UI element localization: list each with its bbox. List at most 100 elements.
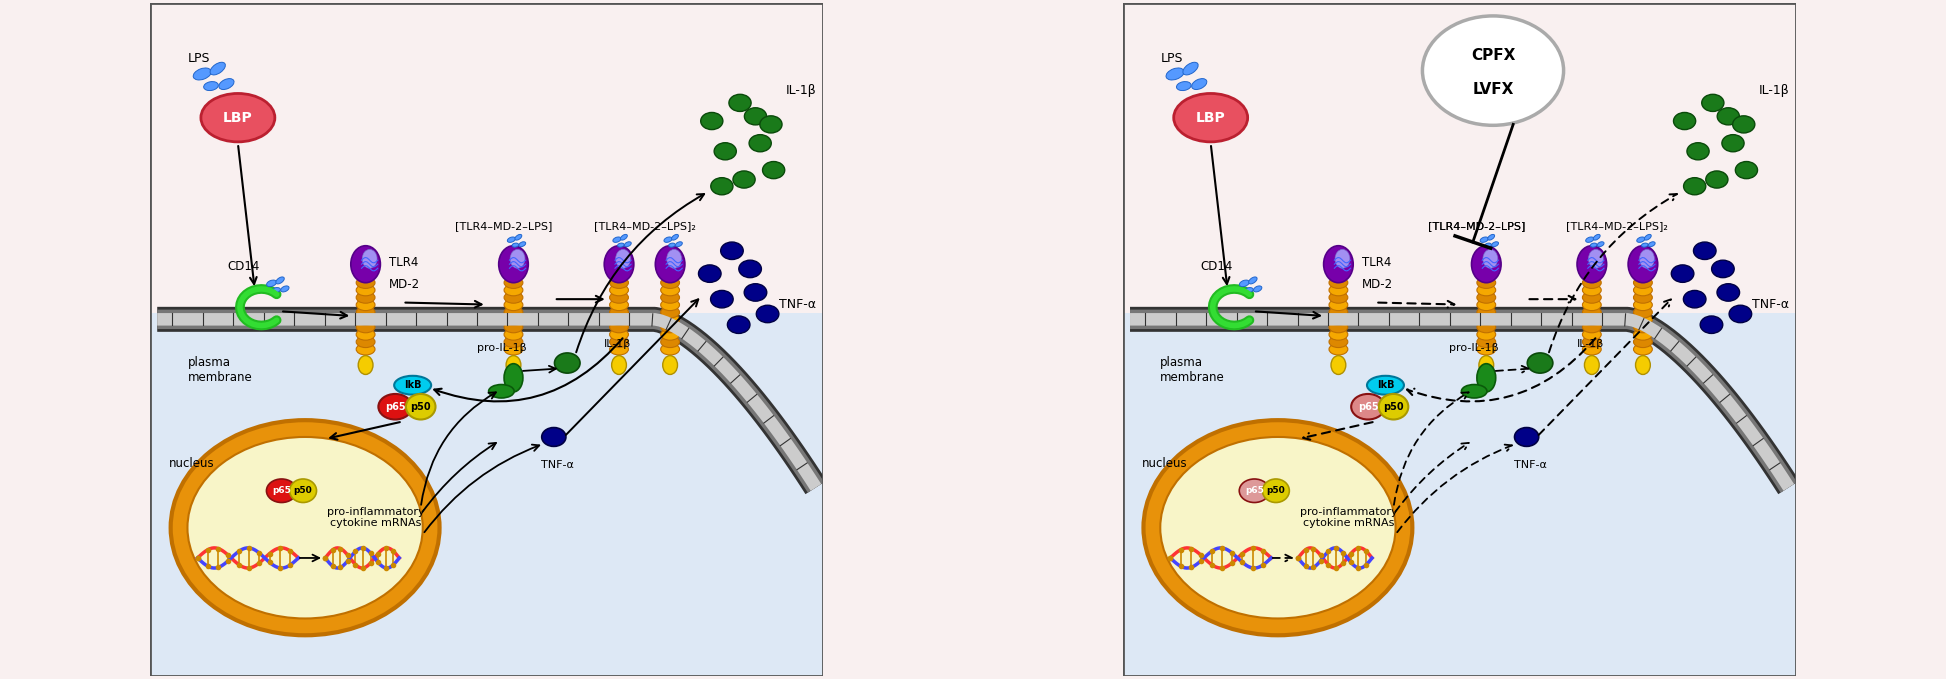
Ellipse shape [356,299,376,310]
Text: p50: p50 [294,486,313,495]
Ellipse shape [1461,384,1487,398]
Ellipse shape [1493,242,1498,246]
Text: p65: p65 [385,402,405,411]
Ellipse shape [1481,237,1489,242]
Ellipse shape [356,306,376,318]
Text: [TLR4–MD‑2–LPS]₂: [TLR4–MD‑2–LPS]₂ [594,221,695,232]
Ellipse shape [1594,234,1600,240]
Ellipse shape [272,287,280,293]
Ellipse shape [763,162,784,179]
Text: pro-inflammatory
cytokine mRNAs: pro-inflammatory cytokine mRNAs [327,507,424,528]
Text: p50: p50 [1267,486,1284,495]
Ellipse shape [508,237,516,242]
Ellipse shape [358,356,374,374]
Ellipse shape [1329,314,1349,325]
Ellipse shape [504,277,523,289]
Ellipse shape [1674,113,1695,130]
Ellipse shape [662,277,679,289]
Ellipse shape [510,249,525,268]
Ellipse shape [662,306,679,318]
Ellipse shape [1582,292,1602,304]
Bar [1123,3,1796,326]
Text: [TLR4–MD‑2–LPS]₂: [TLR4–MD‑2–LPS]₂ [1567,221,1668,232]
Ellipse shape [504,364,523,392]
Ellipse shape [395,375,432,394]
Ellipse shape [1701,94,1724,111]
Ellipse shape [1245,287,1253,293]
Ellipse shape [609,314,629,325]
Ellipse shape [1633,329,1652,340]
Ellipse shape [1329,299,1349,310]
Ellipse shape [1722,134,1744,152]
Ellipse shape [1191,79,1207,90]
Ellipse shape [356,285,376,296]
Ellipse shape [1477,285,1496,296]
Ellipse shape [1693,242,1716,259]
Ellipse shape [662,285,679,296]
Text: p65: p65 [1245,486,1263,495]
Ellipse shape [662,344,679,355]
Text: p65: p65 [272,486,292,495]
Ellipse shape [1329,285,1349,296]
Ellipse shape [669,243,675,247]
Ellipse shape [664,356,677,374]
Ellipse shape [1582,277,1602,289]
Ellipse shape [1329,321,1349,333]
Ellipse shape [512,243,520,247]
Bar [150,3,823,326]
Ellipse shape [504,321,523,333]
Ellipse shape [504,344,523,355]
Text: IL-1β: IL-1β [786,84,817,97]
Text: pro-IL-1β: pro-IL-1β [1450,344,1498,353]
Ellipse shape [1489,234,1495,240]
Ellipse shape [699,265,722,282]
Ellipse shape [609,306,629,318]
Ellipse shape [710,291,734,308]
Ellipse shape [1329,344,1349,355]
Text: p50: p50 [411,402,430,411]
Ellipse shape [498,246,527,282]
Ellipse shape [1335,249,1351,268]
Ellipse shape [609,277,629,289]
Ellipse shape [356,277,376,289]
Text: LPS: LPS [1160,52,1183,65]
Text: TNF-α: TNF-α [1751,298,1788,311]
Ellipse shape [1633,321,1652,333]
Ellipse shape [667,249,681,268]
Ellipse shape [1590,243,1598,247]
Text: plasma
membrane: plasma membrane [1160,356,1226,384]
Ellipse shape [1528,353,1553,373]
Text: IL-1β: IL-1β [605,340,632,349]
Ellipse shape [1160,437,1395,619]
Ellipse shape [1633,292,1652,304]
Ellipse shape [1166,68,1183,80]
Text: TNF-α: TNF-α [1514,460,1547,470]
Ellipse shape [356,321,376,333]
Text: CPFX: CPFX [1471,48,1516,63]
Ellipse shape [1423,16,1563,126]
Text: MD-2: MD-2 [389,278,420,291]
Ellipse shape [739,260,761,278]
Ellipse shape [356,292,376,304]
Ellipse shape [488,384,514,398]
Ellipse shape [1177,81,1191,90]
Ellipse shape [1701,316,1722,333]
Ellipse shape [187,437,422,619]
Ellipse shape [1263,479,1290,502]
Ellipse shape [615,249,631,268]
Ellipse shape [1479,356,1495,374]
Ellipse shape [1582,285,1602,296]
Text: LPS: LPS [187,52,210,65]
Text: TLR4: TLR4 [1362,256,1391,269]
Text: CD14: CD14 [228,261,261,274]
Ellipse shape [605,246,634,282]
Ellipse shape [1477,364,1496,392]
Ellipse shape [504,306,523,318]
Ellipse shape [609,329,629,340]
Text: pro-IL-1β: pro-IL-1β [477,344,525,353]
Text: TLR4: TLR4 [389,256,418,269]
Ellipse shape [356,336,376,348]
Ellipse shape [362,249,378,268]
Ellipse shape [504,292,523,304]
Ellipse shape [1582,344,1602,355]
